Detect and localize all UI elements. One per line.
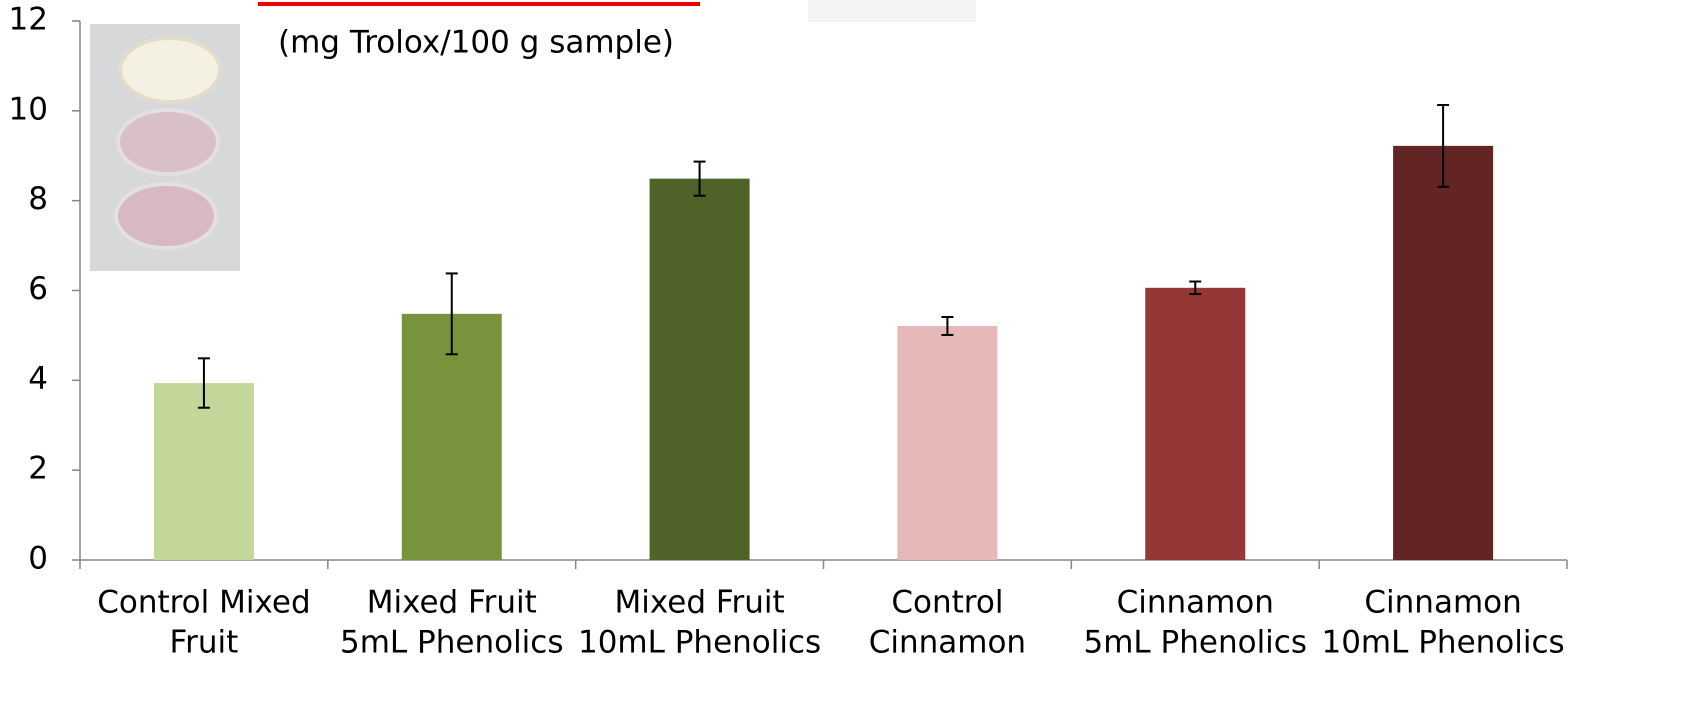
chart: (mg Trolox/100 g sample) 0 2 4 6 8 10 12 Contro… [0, 0, 1681, 709]
bar [897, 326, 997, 560]
spectrum-thumbnail [808, 0, 976, 22]
x-tick-label: 5mL Phenolics [1084, 625, 1308, 661]
x-tick-label: Control [891, 585, 1003, 621]
x-tick-label: Fruit [170, 625, 239, 661]
x-tick-label: Mixed Fruit [367, 585, 537, 621]
x-tick-label: Cinnamon [1117, 585, 1274, 621]
bar [1145, 288, 1245, 560]
x-tick-label: Mixed Fruit [615, 585, 785, 621]
x-tick-label: 10mL Phenolics [578, 625, 821, 661]
y-tick-label: 10 [9, 91, 48, 127]
yogurt-photo [90, 24, 240, 271]
y-tick-label: 12 [9, 2, 48, 38]
bar [650, 179, 750, 560]
y-tick-label: 4 [28, 361, 48, 397]
bar [1393, 146, 1493, 560]
y-tick-label: 6 [28, 271, 48, 307]
chart-subtitle: (mg Trolox/100 g sample) [278, 25, 674, 61]
y-tick-label: 0 [28, 541, 48, 577]
bar [154, 383, 254, 560]
x-tick-label: Cinnamon [869, 625, 1026, 661]
x-tick-label: 5mL Phenolics [340, 625, 564, 661]
x-tick-label: Cinnamon [1364, 585, 1521, 621]
y-tick-label: 2 [28, 451, 48, 487]
x-tick-label: Control Mixed [97, 585, 310, 621]
y-tick-label: 8 [28, 181, 48, 217]
x-tick-label: 10mL Phenolics [1321, 625, 1564, 661]
